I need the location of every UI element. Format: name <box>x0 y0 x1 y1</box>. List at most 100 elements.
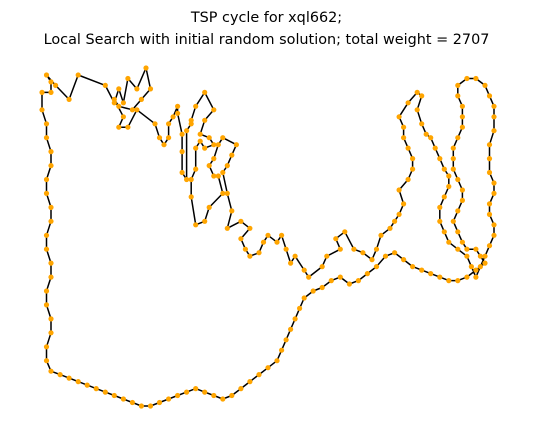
city-node <box>464 274 470 280</box>
city-node <box>373 246 380 252</box>
city-node <box>152 121 158 127</box>
city-node <box>120 114 126 120</box>
city-node <box>66 96 72 102</box>
city-node <box>428 135 434 141</box>
city-node <box>373 264 380 270</box>
city-node <box>346 281 352 287</box>
city-node <box>129 107 135 113</box>
city-node <box>57 372 63 378</box>
city-node <box>48 316 54 322</box>
city-node <box>202 218 208 224</box>
city-node <box>125 124 131 130</box>
city-node <box>459 124 465 130</box>
city-node <box>342 229 348 235</box>
city-node <box>446 183 452 190</box>
city-node <box>48 204 54 210</box>
city-node <box>482 253 488 259</box>
city-node <box>215 173 221 179</box>
city-node <box>206 135 212 141</box>
city-node <box>129 399 135 406</box>
city-node <box>215 142 221 148</box>
city-node <box>188 194 194 200</box>
city-node <box>459 114 465 120</box>
city-node <box>229 152 235 158</box>
city-node <box>43 288 50 294</box>
city-node <box>405 176 411 183</box>
city-node <box>288 326 294 332</box>
city-node <box>175 392 181 399</box>
city-node <box>48 218 54 224</box>
city-node <box>473 267 479 273</box>
city-node <box>396 114 402 120</box>
city-node <box>206 204 212 210</box>
city-node <box>473 246 479 252</box>
city-node <box>419 267 425 273</box>
city-node <box>486 93 493 99</box>
city-node <box>197 131 203 137</box>
city-node <box>491 128 497 134</box>
city-node <box>319 264 325 270</box>
city-node <box>211 142 217 148</box>
city-node <box>238 236 244 242</box>
city-node <box>459 239 465 245</box>
city-node <box>387 225 393 231</box>
city-node <box>147 403 154 409</box>
city-node <box>459 197 465 203</box>
city-node <box>93 386 99 392</box>
city-node <box>455 82 461 88</box>
city-node <box>428 271 434 277</box>
city-node <box>43 358 50 364</box>
city-node <box>279 232 285 238</box>
city-node <box>283 246 289 252</box>
city-node <box>437 218 443 224</box>
city-node <box>75 72 81 78</box>
city-node <box>193 166 199 172</box>
city-node <box>486 169 493 176</box>
city-node <box>193 222 199 228</box>
city-node <box>486 211 493 217</box>
city-node <box>405 100 411 106</box>
city-node <box>220 135 226 141</box>
city-node <box>206 163 212 169</box>
city-node <box>116 124 122 130</box>
city-node <box>238 386 244 392</box>
city-node <box>220 190 226 196</box>
city-node <box>401 124 407 130</box>
city-node <box>491 114 497 120</box>
city-node <box>43 302 50 308</box>
city-node <box>256 250 262 256</box>
city-node <box>441 166 447 172</box>
city-node <box>437 204 443 210</box>
city-node <box>319 284 325 291</box>
city-node <box>102 82 108 88</box>
city-node <box>450 145 456 151</box>
city-node <box>486 243 493 249</box>
city-node <box>486 201 493 207</box>
city-node <box>450 166 456 172</box>
city-node <box>473 274 479 280</box>
city-node <box>242 246 248 252</box>
city-node <box>486 156 493 162</box>
city-node <box>247 253 253 259</box>
city-node <box>405 145 411 151</box>
city-node <box>224 163 230 169</box>
city-node <box>482 82 488 88</box>
city-node <box>111 392 117 399</box>
city-node <box>120 396 126 402</box>
city-node <box>306 274 312 280</box>
city-node <box>396 187 402 193</box>
city-node <box>125 75 131 82</box>
city-node <box>256 372 262 378</box>
city-node <box>197 138 203 144</box>
city-node <box>328 278 334 284</box>
city-node <box>233 142 239 148</box>
city-node <box>43 246 50 252</box>
city-node <box>143 65 149 71</box>
city-node <box>175 103 181 109</box>
city-node <box>369 257 375 263</box>
city-node <box>464 75 470 82</box>
city-node <box>491 180 497 186</box>
city-node <box>43 344 50 350</box>
city-node <box>48 79 54 85</box>
city-node <box>166 135 172 141</box>
